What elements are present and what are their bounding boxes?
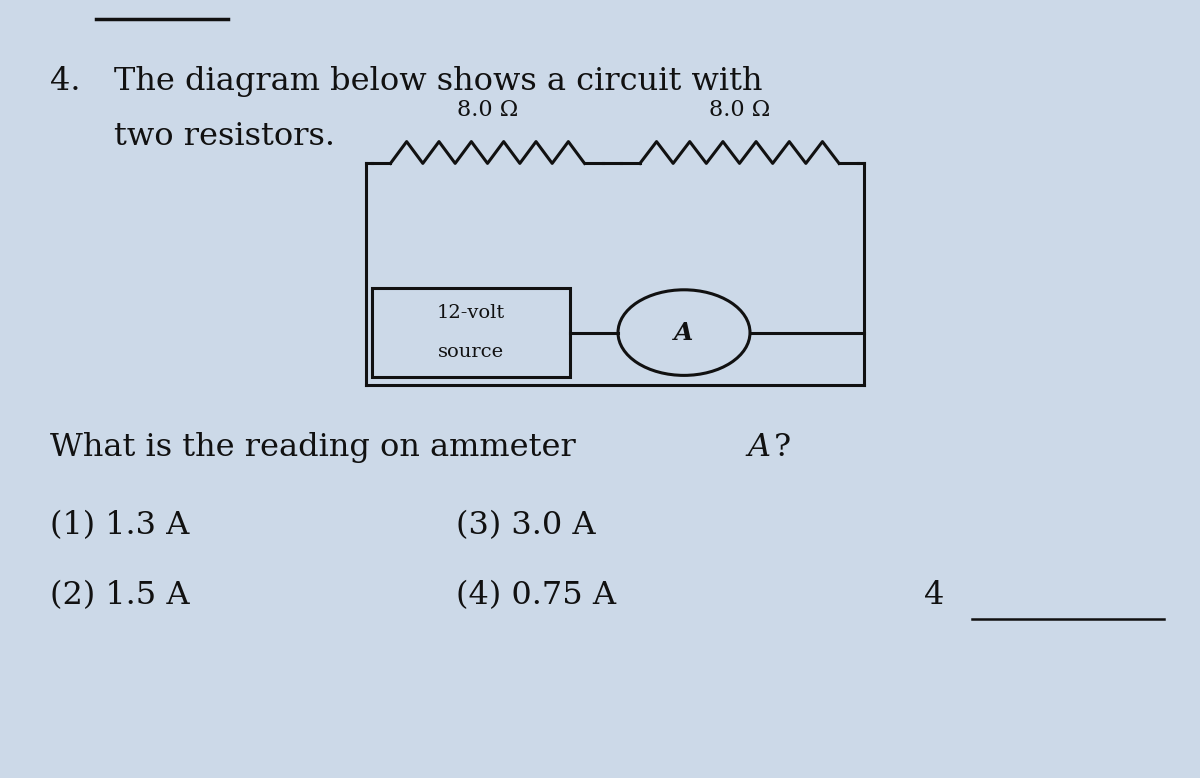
Text: ?: ?	[774, 432, 791, 463]
Text: (2) 1.5 A: (2) 1.5 A	[50, 580, 190, 611]
Text: A: A	[674, 321, 694, 345]
Text: What is the reading on ammeter: What is the reading on ammeter	[50, 432, 587, 463]
Text: (4) 0.75 A: (4) 0.75 A	[456, 580, 616, 611]
Text: 4: 4	[924, 580, 944, 611]
Text: The diagram below shows a circuit with: The diagram below shows a circuit with	[114, 66, 762, 97]
Text: (3) 3.0 A: (3) 3.0 A	[456, 510, 595, 541]
Text: 4.: 4.	[50, 66, 80, 97]
Text: A: A	[748, 432, 770, 463]
Text: 8.0 Ω: 8.0 Ω	[709, 99, 770, 121]
Text: source: source	[438, 343, 504, 361]
Text: 8.0 Ω: 8.0 Ω	[457, 99, 518, 121]
Text: 12-volt: 12-volt	[437, 304, 505, 322]
Text: (1) 1.3 A: (1) 1.3 A	[50, 510, 190, 541]
Text: two resistors.: two resistors.	[114, 121, 335, 152]
